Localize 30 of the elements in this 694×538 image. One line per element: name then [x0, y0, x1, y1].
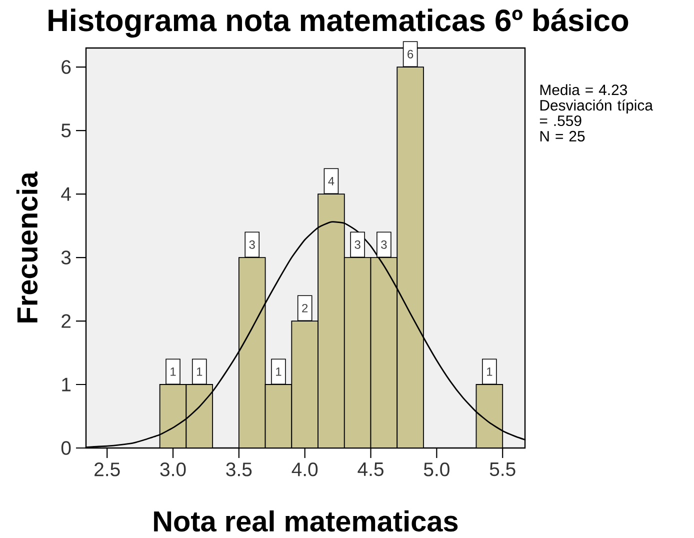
text: Desviación típica = .559: [540, 99, 653, 126]
x-tick-label: 3.5: [226, 462, 252, 476]
y-tick-label: 3: [61, 250, 71, 264]
y-tick-label: 1: [62, 378, 71, 392]
y-axis-title: Frecuencia: [16, 172, 38, 322]
data-label: 4: [328, 177, 334, 186]
y-tick-label: 4: [61, 187, 71, 201]
text: N = 25: [540, 130, 585, 142]
x-axis-title: Nota real matematicas: [154, 510, 458, 532]
chart-title: Histograma nota matematicas 6º básico: [48, 8, 628, 38]
y-tick-label: 0: [61, 441, 71, 455]
x-tick-label: 5.5: [490, 462, 516, 476]
data-label: 1: [276, 368, 282, 376]
y-tick-label: 2: [62, 314, 70, 328]
y-tick-label: 6: [62, 60, 71, 74]
x-tick-label: 4.0: [292, 462, 318, 476]
data-label: 6: [408, 50, 414, 58]
data-label: 3: [354, 240, 360, 249]
x-tick-label: 2.5: [94, 462, 120, 476]
data-label: 3: [381, 240, 387, 249]
x-tick-label: 3.0: [160, 462, 186, 476]
data-label: 1: [170, 368, 176, 376]
data-label: 2: [302, 304, 308, 312]
data-label: 3: [249, 240, 255, 249]
data-label: 1: [486, 368, 492, 376]
x-tick-label: 5.0: [424, 462, 450, 476]
y-tick-label: 5: [61, 124, 71, 138]
data-label: 1: [196, 368, 202, 376]
text: Media = 4.23: [540, 84, 628, 96]
x-tick-label: 4.5: [358, 462, 384, 476]
